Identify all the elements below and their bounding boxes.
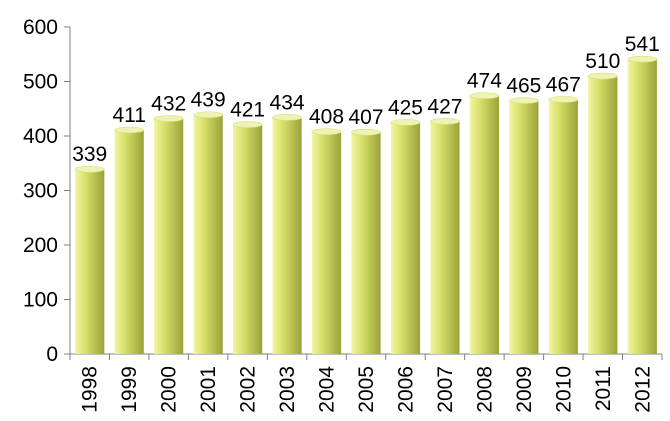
y-tick-label: 100 — [23, 289, 58, 312]
data-label-2007: 427 — [427, 95, 462, 118]
bar-body — [469, 95, 500, 355]
bar-body — [154, 118, 184, 354]
bar-2007 — [430, 117, 460, 354]
x-tick-label-2005: 2005 — [355, 366, 378, 413]
y-tick-label: 200 — [23, 234, 58, 257]
bar-body — [272, 117, 302, 354]
data-label-2012: 541 — [625, 33, 660, 56]
bar-top — [627, 55, 658, 63]
bar-2009 — [508, 97, 539, 354]
data-label-2005: 407 — [348, 106, 383, 129]
bar-2004 — [311, 128, 342, 354]
y-axis: 0 100 200 300 400 500 600 — [23, 16, 71, 366]
x-tick-label-2002: 2002 — [237, 366, 260, 413]
x-tick-label-2007: 2007 — [434, 366, 457, 413]
data-label-2003: 434 — [270, 91, 305, 114]
data-label-2002: 421 — [230, 99, 265, 122]
bar-2001 — [193, 111, 224, 355]
bar-2002 — [232, 121, 263, 355]
bar-2012 — [627, 55, 658, 354]
x-axis — [69, 353, 663, 360]
x-tick-label-2000: 2000 — [158, 366, 181, 413]
data-label-2006: 425 — [388, 96, 423, 119]
bar-top — [469, 92, 500, 99]
x-tick-label-2001: 2001 — [197, 366, 220, 413]
bar-top — [351, 128, 381, 136]
bar-2005 — [351, 128, 381, 354]
bar-body — [430, 121, 460, 354]
x-tick-label-2011: 2011 — [592, 366, 615, 411]
bar-top — [548, 96, 579, 103]
x-tick-label-2012: 2012 — [631, 366, 654, 413]
data-label-2000: 432 — [151, 93, 186, 116]
bar-top — [74, 165, 105, 173]
bar-body — [509, 100, 539, 354]
x-tick-label-2004: 2004 — [316, 366, 339, 413]
x-tick-label-2009: 2009 — [513, 366, 536, 413]
bar-body — [193, 114, 223, 355]
x-tick-label-1998: 1998 — [79, 366, 102, 413]
data-label-2009: 465 — [506, 75, 541, 98]
x-tick-label-2006: 2006 — [394, 366, 417, 413]
data-label-2010: 467 — [546, 73, 581, 96]
y-tick-label: 0 — [46, 343, 58, 366]
data-label-2011: 510 — [585, 50, 620, 73]
bar-body — [114, 130, 144, 354]
y-tick-label: 500 — [23, 71, 58, 94]
bar-body — [390, 122, 421, 354]
bar-body — [548, 99, 578, 354]
data-label-1998: 339 — [72, 143, 107, 166]
y-tick-label: 600 — [23, 16, 58, 39]
data-label-2008: 474 — [467, 70, 502, 93]
bar-top — [508, 97, 539, 104]
bar-body — [351, 132, 381, 354]
x-tick-label-2010: 2010 — [552, 366, 575, 413]
bar-2006 — [390, 119, 421, 354]
bar-top — [587, 72, 618, 80]
bar-2000 — [153, 115, 184, 354]
bar-2010 — [548, 96, 579, 354]
x-tick-label-1999: 1999 — [118, 366, 141, 413]
bar-2011 — [587, 72, 618, 355]
bar-top — [153, 115, 184, 122]
x-tick-label-2008: 2008 — [473, 366, 496, 413]
bar-body — [588, 76, 618, 355]
bar-body — [75, 169, 105, 354]
bar-2008 — [469, 92, 500, 355]
bar-body — [232, 124, 263, 355]
x-tick-label-2003: 2003 — [276, 366, 299, 413]
data-label-2004: 408 — [309, 106, 344, 129]
bar-top — [390, 119, 421, 126]
bar-top — [311, 128, 342, 135]
bar-2003 — [272, 114, 302, 354]
y-tick-label: 300 — [23, 180, 58, 203]
bar-top — [193, 111, 224, 119]
category-labels-group: 1998 1999 2000 2001 2002 2003 2004 2005 2006 2007… — [79, 366, 655, 413]
data-label-2001: 439 — [191, 89, 226, 112]
bar-body — [627, 59, 657, 354]
data-label-1999: 411 — [112, 104, 145, 127]
y-tick-label: 400 — [23, 125, 58, 148]
bar-1998 — [74, 165, 105, 354]
bar-body — [311, 131, 342, 354]
bar-1999 — [114, 126, 145, 354]
bar-top — [272, 114, 302, 121]
bar-top — [232, 121, 263, 128]
bars-group — [74, 55, 658, 355]
bar-top — [430, 117, 460, 125]
bar-top — [114, 126, 145, 134]
